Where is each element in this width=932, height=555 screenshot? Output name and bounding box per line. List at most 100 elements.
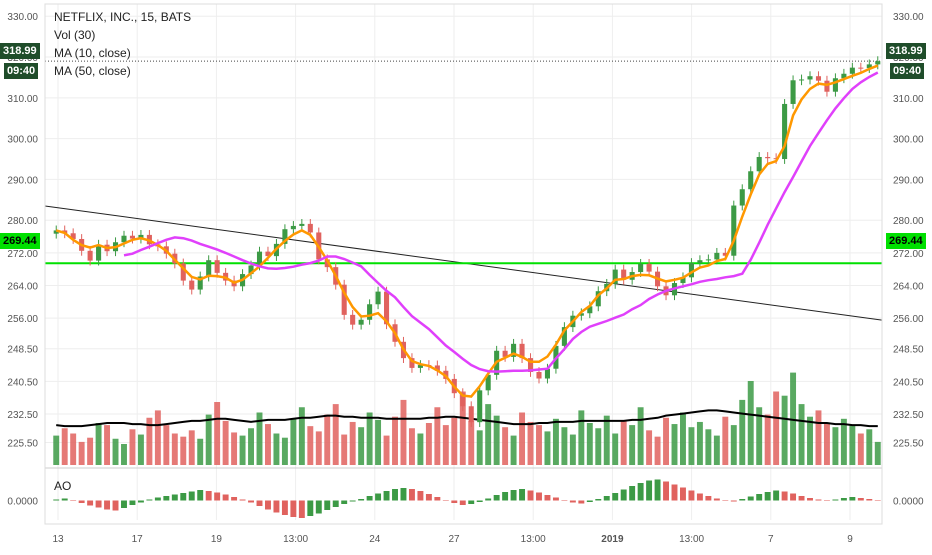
volume-bar <box>434 407 441 465</box>
chart-legend: NETFLIX, INC., 15, BATS Vol (30) MA (10,… <box>54 8 191 80</box>
volume-bar <box>197 438 204 465</box>
candle-body <box>697 260 703 264</box>
last-price-tag-left: 318.99 <box>0 43 40 59</box>
volume-bar <box>807 416 813 465</box>
y-tick-label-right: 310.00 <box>893 94 924 105</box>
candle-body <box>782 103 788 160</box>
x-tick-label: 27 <box>448 534 460 545</box>
ao-bar <box>595 499 602 501</box>
y-tick-label-right: 225.50 <box>893 439 924 450</box>
volume-bar <box>688 427 695 465</box>
volume-bar <box>620 420 627 465</box>
volume-bar <box>612 433 619 465</box>
volume-bar <box>400 399 407 465</box>
ao-bar <box>671 484 678 501</box>
ao-bar <box>857 498 864 501</box>
candle-body <box>536 371 542 379</box>
x-tick-label: 17 <box>132 534 144 545</box>
ao-bar <box>798 496 805 501</box>
volume-bar <box>239 435 246 465</box>
candle-body <box>96 244 102 261</box>
ao-bar <box>417 491 424 501</box>
ao-bar <box>569 500 576 503</box>
candle-body <box>714 252 720 260</box>
candle-body <box>180 263 186 281</box>
ao-bar <box>163 496 170 501</box>
ao-bar <box>823 500 830 501</box>
legend-ma10[interactable]: MA (10, close) <box>54 46 131 60</box>
ma10-line <box>55 64 879 398</box>
candle-body <box>527 358 534 372</box>
volume-bar <box>214 402 221 465</box>
x-tick-label: 2019 <box>601 534 624 545</box>
volume-bar <box>849 425 856 465</box>
volume-bar <box>519 412 526 465</box>
ao-bar <box>112 500 119 511</box>
ao-bar <box>739 499 746 501</box>
legend-vol[interactable]: Vol (30) <box>54 28 96 42</box>
volume-bar <box>502 427 509 465</box>
ao-bar <box>815 499 822 501</box>
volume-bar <box>265 424 271 465</box>
ao-bar <box>61 498 68 501</box>
volume-bar <box>442 425 449 465</box>
ao-bar <box>104 500 111 510</box>
ao-bar <box>434 497 441 501</box>
volume-bar <box>425 423 432 465</box>
ao-bar <box>188 491 195 501</box>
volume-bar <box>544 431 551 465</box>
candle-body <box>832 78 838 92</box>
candle-body <box>841 73 847 79</box>
volume-bar <box>154 410 161 465</box>
volume-bar <box>866 429 873 465</box>
ao-bar <box>849 497 856 501</box>
candle-body <box>875 61 881 65</box>
volume-bar <box>366 412 373 465</box>
ao-tick-label-right: 0.0000 <box>893 497 924 508</box>
candle-body <box>375 291 381 305</box>
legend-ma50[interactable]: MA (50, close) <box>54 64 131 78</box>
candle-body <box>189 280 195 290</box>
volume-bar <box>603 415 610 465</box>
candle-body <box>282 229 288 244</box>
volume-bar <box>713 435 720 465</box>
ao-bar <box>375 493 382 501</box>
ao-bar <box>290 500 297 517</box>
x-tick-label: 24 <box>369 534 381 545</box>
ao-bar <box>510 490 517 501</box>
ao-bar <box>561 500 568 501</box>
ao-bar <box>315 500 322 514</box>
ao-bar <box>476 500 483 502</box>
candle-body <box>468 406 474 423</box>
volume-bar <box>781 395 788 465</box>
volume-bar <box>764 414 771 465</box>
volume-bar <box>171 433 178 465</box>
x-tick-label: 13 <box>52 534 64 545</box>
candle-body <box>612 269 618 284</box>
candle-body <box>511 343 517 357</box>
volume-bar <box>561 427 568 465</box>
volume-bar <box>730 425 737 465</box>
ao-bar <box>646 480 653 501</box>
ao-bar <box>840 498 847 501</box>
ao-bar <box>392 489 398 501</box>
candle-body <box>53 230 59 234</box>
candle-body <box>815 76 822 81</box>
x-tick-label: 19 <box>211 534 223 545</box>
candle-body <box>138 234 144 239</box>
volume-bar <box>510 435 517 465</box>
volume-bar <box>671 424 678 465</box>
volume-bar <box>857 433 864 465</box>
ao-bar <box>70 500 77 501</box>
candle-body <box>214 260 220 273</box>
ao-indicator-label[interactable]: AO <box>54 479 72 493</box>
ao-bar <box>231 497 238 501</box>
candle-body <box>367 304 373 320</box>
volume-bar <box>112 438 119 465</box>
ao-bar <box>95 500 102 508</box>
y-tick-label-left: 290.00 <box>7 175 38 186</box>
candle-body <box>824 80 830 92</box>
volume-bar <box>595 428 602 465</box>
